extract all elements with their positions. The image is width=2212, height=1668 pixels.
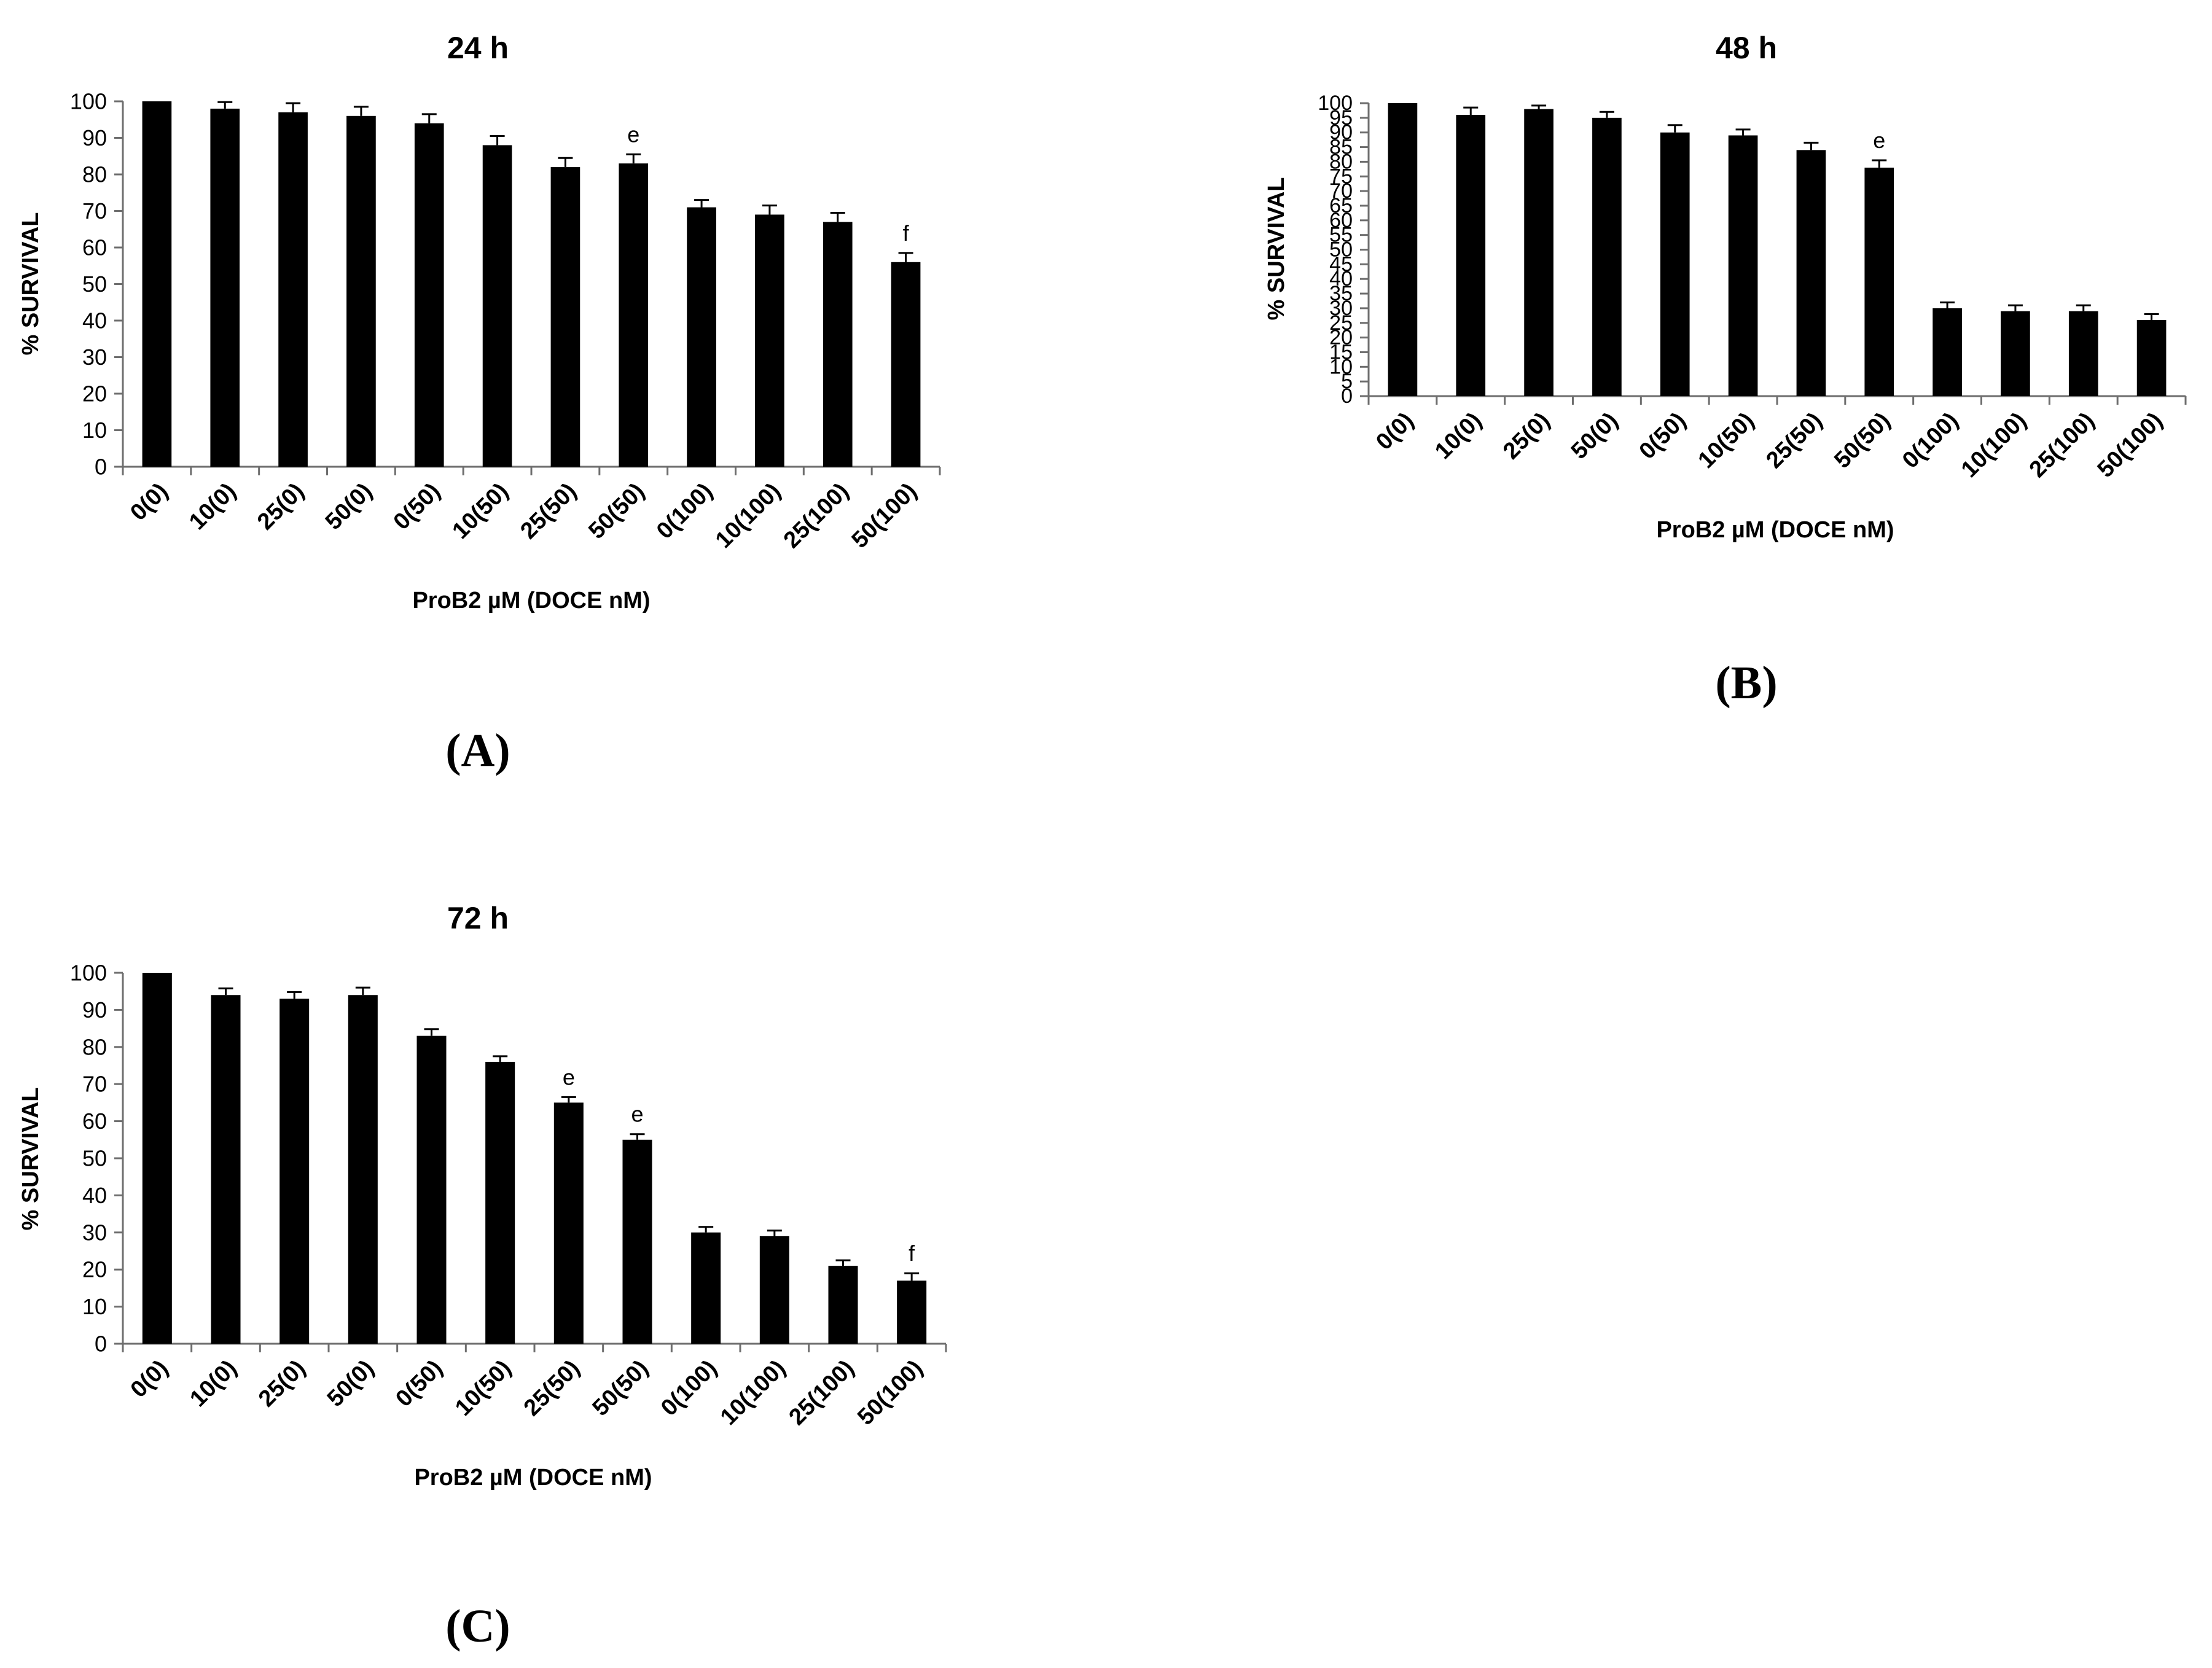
y-tick-label: 20 [82, 1257, 107, 1282]
bar [1864, 167, 1894, 396]
y-tick-label: 10 [82, 1294, 107, 1319]
y-tick-label: 100 [70, 89, 107, 114]
y-tick-label: 80 [82, 162, 107, 187]
bar [1456, 115, 1486, 396]
y-tick-label: 95 [1329, 106, 1353, 130]
y-tick-label: 60 [1329, 209, 1353, 232]
bar [622, 1139, 652, 1344]
bar [2068, 311, 2098, 396]
bar [897, 1280, 927, 1344]
y-axis-label: % SURVIVAL [18, 1088, 44, 1231]
bar [891, 262, 921, 467]
bar [1933, 308, 1962, 396]
chart-title: 48 h [1716, 31, 1777, 65]
bar [279, 999, 310, 1344]
bar [755, 214, 784, 467]
bar [1388, 103, 1418, 396]
y-tick-label: 40 [1329, 267, 1353, 290]
bar [1592, 117, 1622, 396]
chart-title: 72 h [447, 901, 509, 935]
y-tick-label: 0 [95, 454, 107, 480]
y-tick-label: 90 [1329, 121, 1353, 144]
y-tick-label: 70 [82, 1072, 107, 1097]
significance-letter: f [903, 220, 910, 246]
bar [414, 123, 444, 467]
y-axis-label: % SURVIVAL [18, 212, 44, 356]
significance-letter: e [627, 122, 639, 147]
y-tick-label: 10 [1329, 355, 1353, 378]
y-tick-label: 15 [1329, 340, 1353, 364]
y-axis-label: % SURVIVAL [1264, 177, 1289, 321]
y-tick-label: 30 [1329, 297, 1353, 320]
y-tick-label: 40 [82, 308, 107, 333]
y-tick-label: 30 [82, 1220, 107, 1245]
bar [485, 1061, 515, 1344]
bar [1660, 132, 1690, 396]
significance-letter: f [909, 1241, 915, 1266]
y-tick-label: 80 [1329, 150, 1353, 173]
bar [687, 207, 716, 467]
y-tick-label: 20 [1329, 326, 1353, 349]
bar [2001, 311, 2030, 396]
y-tick-label: 100 [70, 961, 107, 986]
x-axis-label: ProB2 µM (DOCE nM) [414, 1465, 652, 1491]
y-tick-label: 20 [82, 381, 107, 407]
bar [619, 163, 649, 467]
y-tick-label: 5 [1341, 370, 1353, 393]
bar [142, 973, 172, 1344]
bar [1524, 109, 1553, 397]
bar [828, 1266, 858, 1344]
bar [1728, 135, 1758, 396]
x-axis-label: ProB2 µM (DOCE nM) [1656, 517, 1894, 543]
bar [691, 1232, 721, 1344]
y-tick-label: 75 [1329, 165, 1353, 188]
significance-letter: e [1873, 128, 1885, 153]
y-tick-label: 70 [82, 198, 107, 224]
bar [2136, 319, 2167, 396]
bar [278, 112, 308, 467]
x-axis-label: ProB2 µM (DOCE nM) [412, 588, 650, 614]
bar [346, 115, 376, 467]
y-tick-label: 100 [1318, 92, 1353, 115]
y-tick-label: 65 [1329, 194, 1353, 217]
significance-letter: e [631, 1102, 643, 1127]
bar [416, 1035, 447, 1344]
y-tick-label: 50 [82, 1146, 107, 1171]
bar [142, 101, 172, 467]
panel-label-a: (A) [445, 725, 510, 776]
y-tick-label: 90 [82, 125, 107, 150]
y-tick-label: 80 [82, 1034, 107, 1059]
significance-letter: e [563, 1064, 575, 1089]
y-tick-label: 30 [82, 345, 107, 370]
y-tick-label: 40 [82, 1183, 107, 1208]
bar [210, 108, 240, 467]
y-tick-label: 35 [1329, 282, 1353, 305]
panel-label-c: (C) [445, 1600, 510, 1652]
y-tick-label: 50 [1329, 238, 1353, 262]
bar [550, 167, 580, 467]
y-tick-label: 55 [1329, 224, 1353, 247]
y-tick-label: 0 [1341, 384, 1353, 408]
y-tick-label: 90 [82, 997, 107, 1023]
bar [823, 222, 853, 467]
y-tick-label: 85 [1329, 136, 1353, 159]
bar [211, 995, 241, 1344]
bar [553, 1102, 584, 1344]
y-tick-label: 25 [1329, 311, 1353, 335]
bar [1796, 150, 1826, 396]
y-tick-label: 70 [1329, 179, 1353, 203]
y-tick-label: 45 [1329, 252, 1353, 276]
bar [759, 1236, 789, 1344]
y-tick-label: 60 [82, 235, 107, 260]
panel-label-b: (B) [1715, 657, 1777, 709]
y-tick-label: 60 [82, 1109, 107, 1134]
y-tick-label: 50 [82, 271, 107, 297]
y-tick-label: 0 [95, 1331, 107, 1357]
bar [348, 995, 378, 1344]
bar [482, 145, 512, 467]
chart-title: 24 h [447, 31, 509, 65]
y-tick-label: 10 [82, 418, 107, 443]
